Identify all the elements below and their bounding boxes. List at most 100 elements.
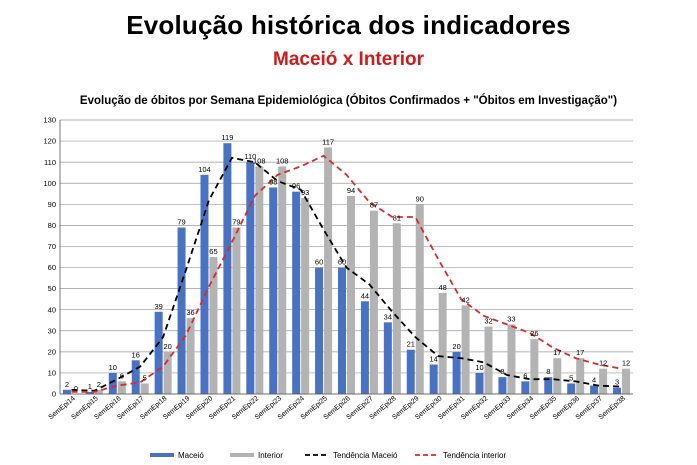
data-label-maceio: 96 xyxy=(292,182,300,191)
data-label-interior: 108 xyxy=(253,156,266,165)
bar-interior xyxy=(232,227,241,394)
chart-trend-lines xyxy=(71,154,622,393)
bar-interior xyxy=(461,305,470,394)
data-label-maceio: 5 xyxy=(569,373,573,382)
bar-maceio xyxy=(131,360,140,394)
data-label-interior: 117 xyxy=(322,137,334,146)
data-label-maceio: 10 xyxy=(109,363,117,372)
data-label-maceio: 4 xyxy=(592,376,596,385)
data-label-interior: 87 xyxy=(370,201,378,210)
bar-maceio xyxy=(223,143,232,394)
data-label-maceio: 16 xyxy=(132,350,140,359)
chart-bars xyxy=(62,143,631,394)
data-label-interior: 0 xyxy=(74,384,78,393)
bar-interior xyxy=(140,383,149,394)
data-label-interior: 17 xyxy=(576,348,584,357)
data-label-interior: 93 xyxy=(301,188,309,197)
bar-maceio xyxy=(567,383,576,394)
data-label-maceio: 104 xyxy=(198,165,211,174)
data-label-maceio: 39 xyxy=(154,302,162,311)
bar-interior xyxy=(576,358,585,394)
y-tick-label: 10 xyxy=(48,369,56,378)
legend-interior-swatch xyxy=(230,453,254,457)
chart-title: Evolução de óbitos por Semana Epidemioló… xyxy=(79,95,618,107)
bar-maceio xyxy=(383,322,392,394)
bar-interior xyxy=(484,326,493,394)
data-label-interior: 12 xyxy=(599,359,607,368)
y-tick-label: 60 xyxy=(48,263,56,272)
data-label-interior: 5 xyxy=(143,373,147,382)
data-label-interior: 33 xyxy=(507,314,515,323)
y-tick-label: 120 xyxy=(43,137,56,146)
bar-maceio xyxy=(246,162,255,394)
bar-maceio xyxy=(154,311,163,394)
y-tick-label: 100 xyxy=(43,179,56,188)
data-label-maceio: 98 xyxy=(269,177,277,186)
data-label-interior: 2 xyxy=(97,380,101,389)
y-tick-label: 110 xyxy=(44,158,56,167)
bar-maceio xyxy=(429,364,438,394)
data-label-interior: 6 xyxy=(120,371,124,380)
data-label-maceio: 2 xyxy=(65,380,69,389)
bar-interior xyxy=(324,147,333,394)
bar-interior xyxy=(622,368,631,394)
data-label-interior: 79 xyxy=(232,217,240,226)
y-tick-label: 0 xyxy=(52,390,56,399)
chart-grid xyxy=(60,119,633,395)
data-label-interior: 12 xyxy=(622,359,630,368)
trend-line-interior xyxy=(71,154,622,393)
bar-maceio xyxy=(590,385,599,394)
bar-maceio xyxy=(269,187,278,394)
bar-interior xyxy=(186,318,195,394)
y-tick-label: 80 xyxy=(48,221,56,230)
data-label-interior: 108 xyxy=(276,156,289,165)
bar-maceio xyxy=(452,351,461,394)
bar-maceio xyxy=(200,174,209,394)
data-label-interior: 65 xyxy=(209,247,217,256)
bar-maceio xyxy=(406,349,415,394)
legend-maceio-label: Maceió xyxy=(178,451,204,460)
data-label-maceio: 110 xyxy=(244,152,256,161)
data-label-interior: 36 xyxy=(186,308,194,317)
data-label-maceio: 60 xyxy=(315,258,323,267)
data-label-interior: 90 xyxy=(416,194,424,203)
bar-interior xyxy=(438,292,447,394)
bar-maceio xyxy=(292,191,301,394)
bar-interior xyxy=(94,389,103,394)
bar-interior xyxy=(278,166,287,394)
data-label-maceio: 1 xyxy=(88,382,92,391)
data-label-interior: 32 xyxy=(484,317,492,326)
y-tick-label: 20 xyxy=(48,347,56,356)
bar-interior xyxy=(255,166,264,394)
data-label-maceio: 21 xyxy=(407,340,415,349)
data-label-maceio: 79 xyxy=(177,217,185,226)
bar-maceio xyxy=(108,372,117,394)
bar-maceio xyxy=(521,381,530,394)
bar-maceio xyxy=(315,267,324,394)
page-title: Evolução histórica dos indicadores xyxy=(126,10,571,40)
y-tick-label: 70 xyxy=(48,242,56,251)
data-label-interior: 20 xyxy=(163,342,171,351)
bar-interior xyxy=(530,339,539,394)
data-label-interior: 26 xyxy=(530,329,538,338)
bar-interior xyxy=(553,358,562,394)
bar-interior xyxy=(369,210,378,394)
data-label-maceio: 14 xyxy=(430,354,438,363)
legend-interior-label: Interior xyxy=(258,451,283,460)
legend-maceio-swatch xyxy=(150,453,174,457)
bar-maceio xyxy=(613,387,622,394)
bar-interior xyxy=(301,197,310,394)
y-tick-label: 50 xyxy=(48,284,56,293)
bar-interior xyxy=(163,351,172,394)
data-label-maceio: 119 xyxy=(221,133,233,142)
data-label-maceio: 20 xyxy=(452,342,460,351)
bar-interior xyxy=(599,368,608,394)
bar-interior xyxy=(507,324,516,394)
data-label-maceio: 8 xyxy=(546,367,550,376)
data-label-interior: 94 xyxy=(347,186,355,195)
data-label-interior: 17 xyxy=(553,348,561,357)
chart-data-labels: 2 0 1 2106165392079361046511979110108981089… xyxy=(65,133,630,393)
legend-trend-maceio-label: Tendência Maceió xyxy=(333,451,398,460)
bar-interior xyxy=(415,204,424,394)
